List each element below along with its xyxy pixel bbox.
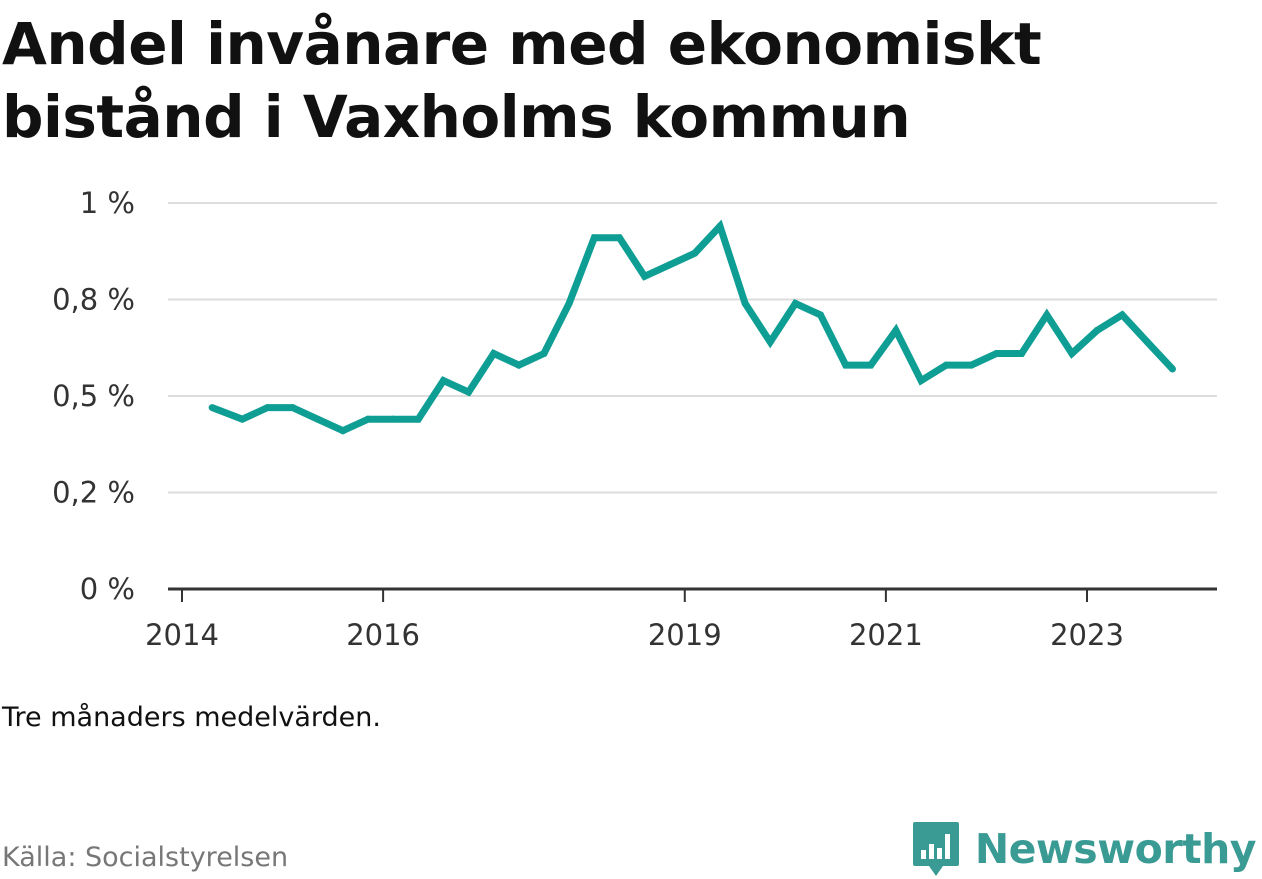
data-point [817, 311, 825, 319]
data-point [892, 326, 900, 334]
data-point [565, 299, 573, 307]
brand[interactable]: Newsworthy [911, 820, 1257, 878]
gridlines [168, 202, 1217, 494]
data-point [791, 299, 799, 307]
data-point [691, 249, 699, 257]
data-point [716, 222, 724, 230]
y-tick-label: 0,5 % [52, 379, 135, 413]
source-credit: Källa: Socialstyrelsen [2, 842, 289, 873]
data-point [741, 299, 749, 307]
data-point [263, 404, 271, 412]
data-point [1143, 338, 1151, 346]
y-tick-label: 1 % [80, 186, 135, 220]
chart-note: Tre månaders medelvärden. [2, 702, 381, 733]
x-tick-label: 2016 [346, 618, 420, 652]
y-axis-labels: 0 % 0,2 % 0,5 % 0,8 % 1 % [52, 186, 135, 606]
data-point [942, 361, 950, 369]
series-line [210, 219, 1176, 435]
data-point [766, 338, 774, 346]
data-point [364, 415, 372, 423]
data-point [641, 272, 649, 280]
data-point [314, 415, 322, 423]
x-tick-label: 2023 [1050, 618, 1124, 652]
data-point [414, 415, 422, 423]
data-point [993, 350, 1000, 358]
data-point [515, 361, 523, 369]
brand-name: Newsworthy [974, 825, 1257, 873]
data-point [590, 234, 598, 242]
newsworthy-logo-icon [912, 822, 959, 876]
data-point [615, 234, 623, 242]
data-point [1043, 311, 1051, 319]
data-point [540, 350, 548, 358]
data-point [1168, 365, 1176, 373]
data-point [1093, 326, 1101, 334]
y-tick-label: 0,8 % [52, 283, 135, 317]
chart-title: Andel invånare med ekonomiskt bistånd i … [2, 10, 1042, 151]
data-point [666, 261, 674, 269]
x-tick-label: 2021 [849, 618, 923, 652]
data-point [439, 377, 447, 385]
series-layer [208, 219, 1176, 435]
data-point [1018, 350, 1026, 358]
data-point [1068, 350, 1076, 358]
y-tick-label: 0,2 % [52, 476, 135, 510]
data-point [917, 377, 925, 385]
x-tick-label: 2014 [145, 618, 219, 652]
data-point [238, 415, 246, 423]
y-tick-label: 0 % [80, 572, 135, 606]
data-point [967, 361, 975, 369]
data-point [490, 350, 498, 358]
line-chart: 0 %0,2 %0,5 %0,8 %1 % 2014 2016 2019 2021 20… [52, 186, 1217, 652]
data-point [289, 404, 297, 412]
data-point [339, 427, 347, 435]
data-point [465, 388, 473, 396]
x-axis: 2014 2016 2019 2021 2023 [145, 587, 1217, 652]
data-point [842, 361, 850, 369]
data-point [1118, 311, 1126, 319]
data-point [208, 404, 216, 412]
x-tick-label: 2019 [648, 618, 722, 652]
data-point [867, 361, 875, 369]
data-point [389, 415, 397, 423]
